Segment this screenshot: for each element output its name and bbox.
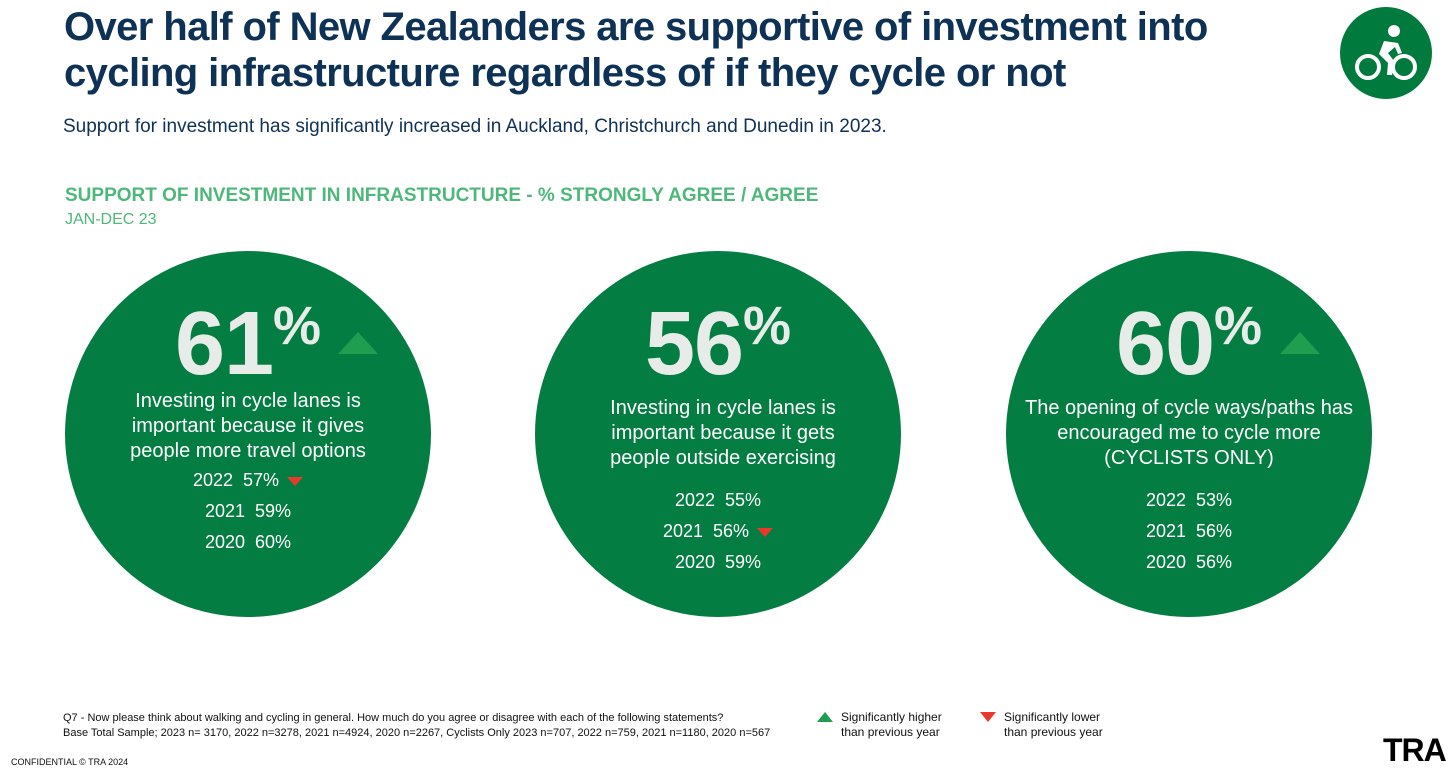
page-title: Over half of New Zealanders are supporti… — [64, 5, 1208, 95]
history-value: 59% — [725, 552, 762, 572]
cyclist-badge — [1340, 7, 1432, 99]
headline-value: 61% — [65, 293, 431, 396]
headline-unit: % — [273, 296, 322, 356]
history-value: 59% — [255, 501, 292, 521]
history-row: 2021 59% — [65, 496, 431, 527]
significantly-higher-arrow-icon — [338, 332, 378, 354]
legend-higher-line1: Significantly higher — [841, 710, 942, 724]
stat-circle-travel-options: 61% Investing in cycle lanes is importan… — [65, 251, 431, 617]
headline-number: 60 — [1115, 294, 1215, 394]
history-list: 2022 57% 2021 59% 2020 60% — [65, 465, 431, 558]
history-value: 57% — [243, 470, 280, 490]
cyclist-icon — [1355, 25, 1417, 80]
statement-label: Investing in cycle lanes is important be… — [130, 390, 366, 462]
history-year: 2022 — [674, 490, 715, 510]
triangle-up-icon — [817, 712, 833, 722]
history-row: 2021 56% — [1006, 516, 1372, 547]
headline-value: 56% — [535, 293, 901, 396]
history-year: 2020 — [1145, 552, 1186, 572]
history-year: 2021 — [1145, 521, 1186, 541]
history-value: 56% — [713, 521, 750, 541]
statement-label: The opening of cycle ways/paths has enco… — [1025, 397, 1353, 469]
legend-higher-line2: than previous year — [841, 725, 940, 739]
headline-number: 56 — [644, 294, 744, 394]
history-year: 2021 — [662, 521, 703, 541]
history-row: 2022 55% — [535, 485, 901, 516]
legend-higher: Significantly higher than previous year — [817, 710, 942, 740]
history-year: 2022 — [1145, 490, 1186, 510]
significantly-lower-arrow-icon — [287, 476, 304, 486]
triangle-down-icon — [980, 712, 996, 722]
stat-circle-exercising: 56% Investing in cycle lanes is importan… — [535, 251, 901, 617]
headline-unit: % — [743, 296, 792, 356]
headline-number: 61 — [174, 294, 274, 394]
headline-value: 60% — [1006, 293, 1372, 396]
history-row: 2020 59% — [535, 547, 901, 578]
tra-logo: TRA — [1383, 732, 1447, 768]
statement-label: Investing in cycle lanes is important be… — [610, 397, 836, 469]
headline-unit: % — [1214, 296, 1263, 356]
history-row: 2022 53% — [1006, 485, 1372, 516]
history-year: 2022 — [192, 470, 233, 490]
history-row: 2020 60% — [65, 527, 431, 558]
history-value: 55% — [725, 490, 762, 510]
legend-lower: Significantly lower than previous year — [980, 710, 1103, 740]
page-subtitle: Support for investment has significantly… — [63, 116, 887, 137]
significantly-higher-arrow-icon — [1280, 332, 1320, 354]
footnote-question: Q7 - Now please think about walking and … — [63, 712, 724, 724]
history-row: 2022 57% — [65, 465, 431, 496]
history-value: 53% — [1196, 490, 1233, 510]
significantly-lower-arrow-icon — [757, 527, 774, 537]
history-value: 56% — [1196, 552, 1233, 572]
stat-circle-encouraged-cycling: 60% The opening of cycle ways/paths has … — [1006, 251, 1372, 617]
section-period: JAN-DEC 23 — [65, 211, 157, 228]
history-row: 2021 56% — [535, 516, 901, 547]
footnote: Q7 - Now please think about walking and … — [63, 711, 770, 741]
legend-lower-line1: Significantly lower — [1004, 710, 1101, 724]
confidential-notice: CONFIDENTIAL © TRA 2024 — [11, 757, 129, 767]
history-year: 2020 — [674, 552, 715, 572]
history-value: 56% — [1196, 521, 1233, 541]
footnote-base: Base Total Sample; 2023 n= 3170, 2022 n=… — [63, 727, 771, 739]
history-list: 2022 55% 2021 56% 2020 59% — [535, 485, 901, 578]
history-row: 2020 56% — [1006, 547, 1372, 578]
history-year: 2021 — [204, 501, 245, 521]
history-value: 60% — [255, 532, 292, 552]
history-year: 2020 — [204, 532, 245, 552]
legend-lower-line2: than previous year — [1004, 725, 1103, 739]
history-list: 2022 53% 2021 56% 2020 56% — [1006, 485, 1372, 578]
section-title: SUPPORT OF INVESTMENT IN INFRASTRUCTURE … — [65, 185, 819, 206]
